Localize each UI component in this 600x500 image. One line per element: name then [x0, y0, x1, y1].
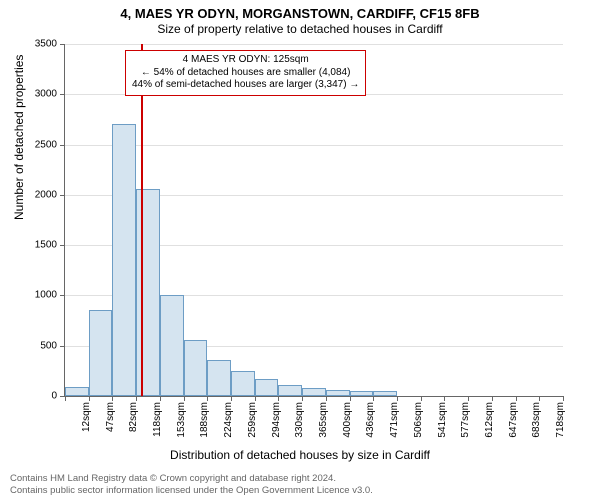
footer-line-2: Contains public sector information licen… [10, 485, 373, 497]
x-tick-label: 294sqm [271, 402, 282, 438]
x-tick-label: 330sqm [294, 402, 305, 438]
annotation-line-2: ← 54% of detached houses are smaller (4,… [132, 67, 359, 80]
chart-container: 4, MAES YR ODYN, MORGANSTOWN, CARDIFF, C… [0, 0, 600, 500]
x-tick [563, 396, 564, 401]
x-tick [278, 396, 279, 401]
x-tick-label: 224sqm [223, 402, 234, 438]
y-tick-label: 1500 [35, 240, 65, 251]
annotation-box: 4 MAES YR ODYN: 125sqm ← 54% of detached… [125, 50, 366, 96]
histogram-bar [160, 295, 184, 396]
y-axis-title: Number of detached properties [12, 55, 26, 220]
chart-title-main: 4, MAES YR ODYN, MORGANSTOWN, CARDIFF, C… [0, 0, 600, 21]
gridline [65, 44, 563, 45]
x-tick-label: 188sqm [199, 402, 210, 438]
y-tick-label: 3500 [35, 39, 65, 50]
x-tick [326, 396, 327, 401]
x-tick-label: 12sqm [81, 402, 92, 432]
x-tick [397, 396, 398, 401]
x-tick [468, 396, 469, 401]
x-tick-label: 47sqm [105, 402, 116, 432]
x-tick [421, 396, 422, 401]
x-tick [207, 396, 208, 401]
footer-line-1: Contains HM Land Registry data © Crown c… [10, 473, 373, 485]
y-tick-label: 2500 [35, 139, 65, 150]
x-tick [136, 396, 137, 401]
x-tick [373, 396, 374, 401]
histogram-bar [278, 385, 302, 396]
chart-title-sub: Size of property relative to detached ho… [0, 21, 600, 38]
x-tick-label: 82sqm [128, 402, 139, 432]
x-tick [112, 396, 113, 401]
x-tick [444, 396, 445, 401]
x-tick [492, 396, 493, 401]
x-tick-label: 471sqm [389, 402, 400, 438]
x-tick-label: 400sqm [342, 402, 353, 438]
x-tick-label: 365sqm [318, 402, 329, 438]
x-axis-title: Distribution of detached houses by size … [0, 448, 600, 462]
y-tick-label: 0 [51, 391, 65, 402]
x-tick [184, 396, 185, 401]
x-tick [255, 396, 256, 401]
x-tick-label: 506sqm [413, 402, 424, 438]
histogram-bar [65, 387, 89, 396]
annotation-line-3: 44% of semi-detached houses are larger (… [132, 79, 359, 92]
histogram-bar [184, 340, 208, 396]
x-tick-label: 153sqm [176, 402, 187, 438]
histogram-bar [255, 379, 279, 396]
y-tick-label: 2000 [35, 189, 65, 200]
histogram-bar [89, 310, 113, 396]
x-tick-label: 541sqm [437, 402, 448, 438]
x-tick [89, 396, 90, 401]
gridline [65, 145, 563, 146]
x-tick [539, 396, 540, 401]
histogram-bar [373, 391, 397, 396]
histogram-bar [112, 124, 136, 396]
x-tick [160, 396, 161, 401]
histogram-bar [350, 391, 374, 396]
x-tick [65, 396, 66, 401]
histogram-bar [326, 390, 350, 396]
footer-attribution: Contains HM Land Registry data © Crown c… [10, 473, 373, 497]
x-tick-label: 647sqm [508, 402, 519, 438]
x-tick [231, 396, 232, 401]
x-tick-label: 259sqm [247, 402, 258, 438]
x-tick-label: 683sqm [531, 402, 542, 438]
x-tick-label: 718sqm [555, 402, 566, 438]
x-tick [516, 396, 517, 401]
histogram-bar [207, 360, 231, 396]
x-tick [302, 396, 303, 401]
y-tick-label: 500 [40, 340, 65, 351]
y-tick-label: 1000 [35, 290, 65, 301]
plot-area: 050010001500200025003000350012sqm47sqm82… [64, 44, 563, 397]
y-tick-label: 3000 [35, 89, 65, 100]
x-tick [350, 396, 351, 401]
annotation-line-1: 4 MAES YR ODYN: 125sqm [132, 54, 359, 67]
reference-line [141, 44, 143, 396]
histogram-bar [136, 189, 160, 396]
x-tick-label: 612sqm [484, 402, 495, 438]
histogram-bar [302, 388, 326, 396]
x-tick-label: 118sqm [152, 402, 163, 437]
x-tick-label: 436sqm [365, 402, 376, 438]
histogram-bar [231, 371, 255, 396]
x-tick-label: 577sqm [460, 402, 471, 438]
